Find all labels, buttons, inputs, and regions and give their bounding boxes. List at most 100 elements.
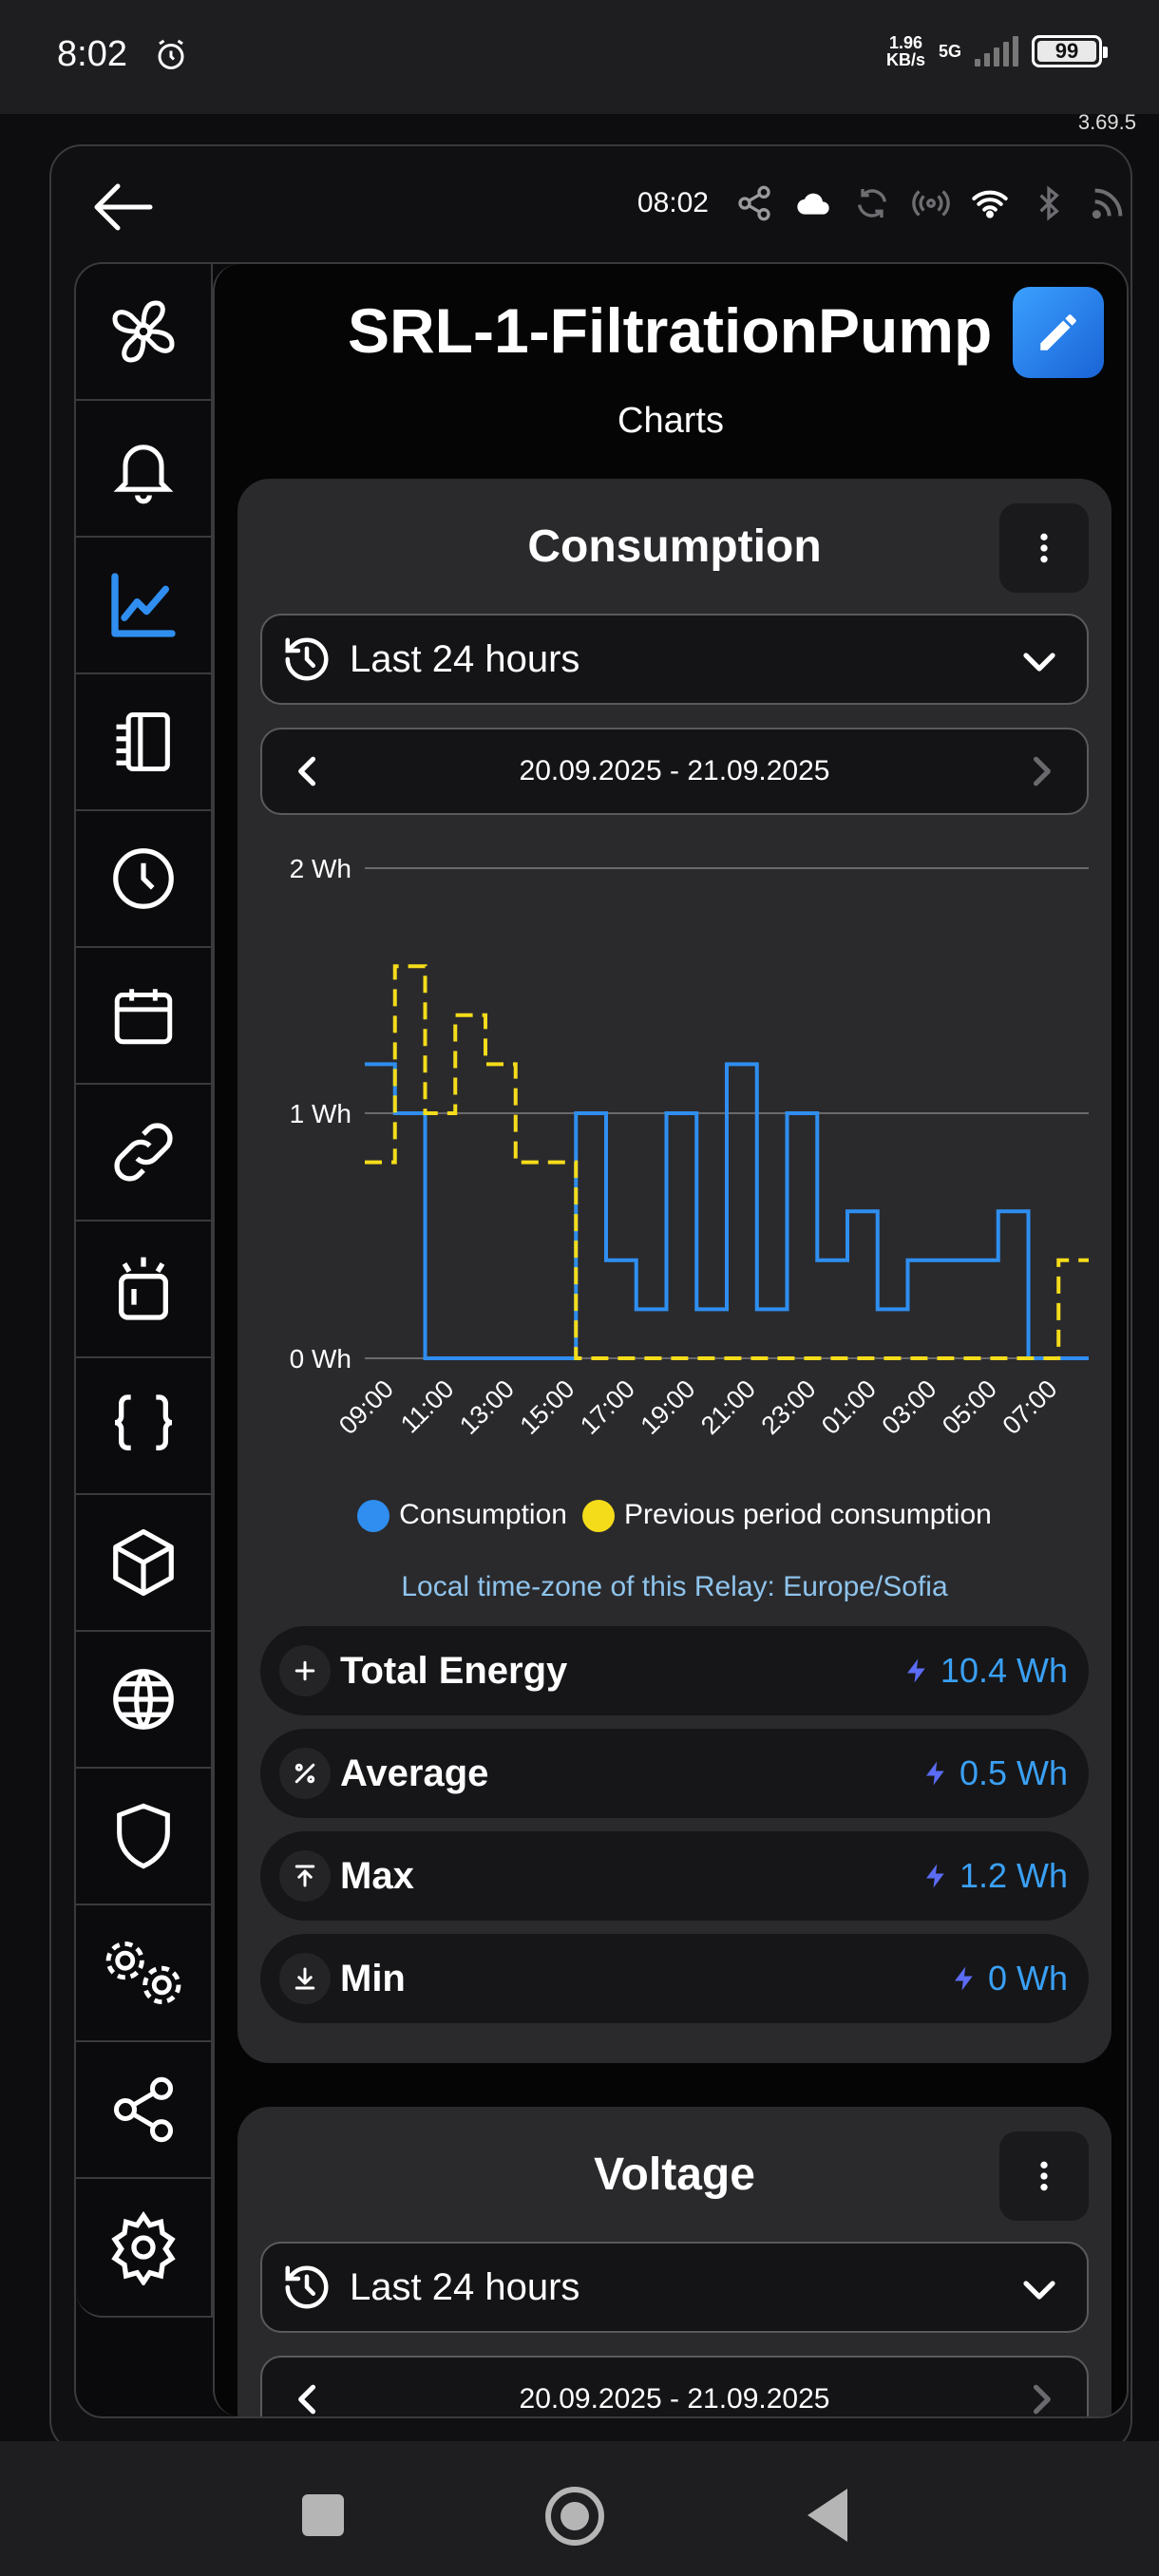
period-select-value: Last 24 hours <box>350 2265 580 2308</box>
gears-icon <box>105 1941 181 2004</box>
app-version: 3.69.5 <box>1077 110 1136 134</box>
back-button[interactable] <box>808 2489 847 2542</box>
link-icon <box>114 1123 173 1182</box>
bluetooth-icon[interactable] <box>1030 184 1068 222</box>
series-line <box>365 964 1089 1360</box>
sidebar-item-fan[interactable] <box>76 264 211 401</box>
broadcast-icon[interactable] <box>912 184 950 222</box>
cube-icon <box>113 1528 174 1597</box>
bell-icon <box>113 445 174 504</box>
page-title: SRL-1-FiltrationPump <box>348 295 993 366</box>
legend-dot <box>581 1500 615 1533</box>
sidebar-item-links[interactable] <box>76 1085 211 1222</box>
sidebar-item-log[interactable] <box>76 674 211 811</box>
history-icon <box>285 2265 329 2309</box>
main-panel: SRL-1-FiltrationPump Charts Consumption … <box>74 262 1129 2418</box>
app-frame: 08:02 <box>49 144 1132 2453</box>
lightning-icon <box>925 1761 944 1786</box>
content-area: SRL-1-FiltrationPump Charts Consumption … <box>213 264 1127 2416</box>
plus-icon <box>279 1645 331 1696</box>
battery-level: 99 <box>1054 39 1079 63</box>
sidebar-item-calendar[interactable] <box>76 948 211 1085</box>
x-tick-label: 23:00 <box>755 1374 821 1440</box>
voltage-card: Voltage Last 24 hours 20.09.2025 - 21.09… <box>238 2107 1112 2418</box>
legend-item-consumption[interactable]: Consumption <box>357 1499 567 1533</box>
x-tick-label: 15:00 <box>514 1374 580 1440</box>
alarm-icon <box>158 39 184 69</box>
x-tick-label: 19:00 <box>635 1374 700 1440</box>
status-time: 8:02 <box>57 34 127 74</box>
chevron-right-icon[interactable] <box>1020 750 1062 792</box>
fan-icon <box>112 300 175 363</box>
date-range-navigator: 20.09.2025 - 21.09.2025 <box>260 728 1089 815</box>
sidebar-item-components[interactable] <box>76 1495 211 1632</box>
log-icon <box>116 711 170 772</box>
x-tick-label: 21:00 <box>695 1374 761 1440</box>
more-vertical-icon <box>1040 2161 1048 2191</box>
stat-label: Min <box>340 1957 406 1999</box>
sidebar-item-notifications[interactable] <box>76 401 211 538</box>
date-range-navigator: 20.09.2025 - 21.09.2025 <box>260 2356 1089 2418</box>
lightning-icon <box>925 1864 944 1888</box>
x-tick-label: 11:00 <box>395 1374 460 1439</box>
stat-max: Max 1.2 Wh <box>260 1831 1089 1921</box>
stat-total-energy: Total Energy 10.4 Wh <box>260 1626 1089 1715</box>
alert-light-icon <box>119 1257 168 1320</box>
more-vertical-icon <box>1040 533 1048 563</box>
sidebar-item-settings[interactable] <box>76 2179 211 2316</box>
settings-icon <box>111 2210 176 2285</box>
stat-value: 0.5 Wh <box>959 1753 1068 1792</box>
stat-value: 10.4 Wh <box>940 1651 1068 1690</box>
period-select[interactable]: Last 24 hours <box>260 614 1089 705</box>
wifi-icon[interactable] <box>971 184 1009 222</box>
date-range-label: 20.09.2025 - 21.09.2025 <box>519 2383 830 2415</box>
chart-icon <box>111 573 176 637</box>
rss-icon[interactable] <box>1089 184 1127 222</box>
card-menu-button[interactable] <box>999 2131 1089 2221</box>
sidebar-item-advanced-settings[interactable] <box>76 1905 211 2042</box>
arrow-up-to-line-icon <box>279 1850 331 1902</box>
cloud-icon[interactable] <box>794 184 832 222</box>
back-arrow-icon[interactable] <box>89 179 156 236</box>
percent-icon <box>279 1748 331 1799</box>
consumption-card: Consumption Last 24 hours 20.09.2025 - 2… <box>238 479 1112 2063</box>
network-type: 5G <box>938 42 961 61</box>
home-button[interactable] <box>545 2487 604 2546</box>
sidebar-item-network[interactable] <box>76 1632 211 1769</box>
braces-icon <box>114 1394 173 1450</box>
sidebar-item-scripts[interactable] <box>76 1358 211 1495</box>
chevron-left-icon[interactable] <box>287 2378 329 2418</box>
system-nav-bar <box>0 2441 1159 2576</box>
stat-label: Max <box>340 1854 414 1897</box>
period-select[interactable]: Last 24 hours <box>260 2242 1089 2333</box>
recents-button[interactable] <box>302 2494 344 2536</box>
chevron-down-icon <box>1023 653 1055 672</box>
page-subtitle: Charts <box>618 401 724 441</box>
sidebar-item-security[interactable] <box>76 1769 211 1905</box>
sync-icon[interactable] <box>853 184 891 222</box>
chevron-right-icon[interactable] <box>1020 2378 1062 2418</box>
date-range-label: 20.09.2025 - 21.09.2025 <box>519 755 830 786</box>
chevron-down-icon <box>1023 2281 1055 2300</box>
stat-label: Average <box>340 1752 489 1794</box>
edit-name-button[interactable] <box>1013 287 1104 378</box>
battery-icon: 99 <box>1032 35 1108 67</box>
signal-icon <box>975 36 1018 66</box>
stat-average: Average 0.5 Wh <box>260 1729 1089 1818</box>
sidebar-item-schedule[interactable] <box>76 811 211 948</box>
legend-item-previous[interactable]: Previous period consumption <box>581 1499 992 1533</box>
sidebar-item-sharing[interactable] <box>76 2042 211 2179</box>
sidebar-item-alerts[interactable] <box>76 1222 211 1358</box>
shield-icon <box>117 1803 170 1869</box>
card-menu-button[interactable] <box>999 503 1089 593</box>
sidebar-item-charts[interactable] <box>76 538 211 674</box>
x-tick-label: 05:00 <box>937 1374 1002 1440</box>
status-bar: 8:02 1.96 KB/s 5G 99 <box>0 0 1159 114</box>
lightning-icon <box>954 1966 973 1991</box>
x-tick-label: 03:00 <box>876 1374 941 1440</box>
chevron-left-icon[interactable] <box>287 750 329 792</box>
arrow-down-to-line-icon <box>279 1953 331 2004</box>
calendar-icon <box>114 989 173 1045</box>
share-icon[interactable] <box>735 184 773 222</box>
x-tick-label: 01:00 <box>816 1374 882 1440</box>
